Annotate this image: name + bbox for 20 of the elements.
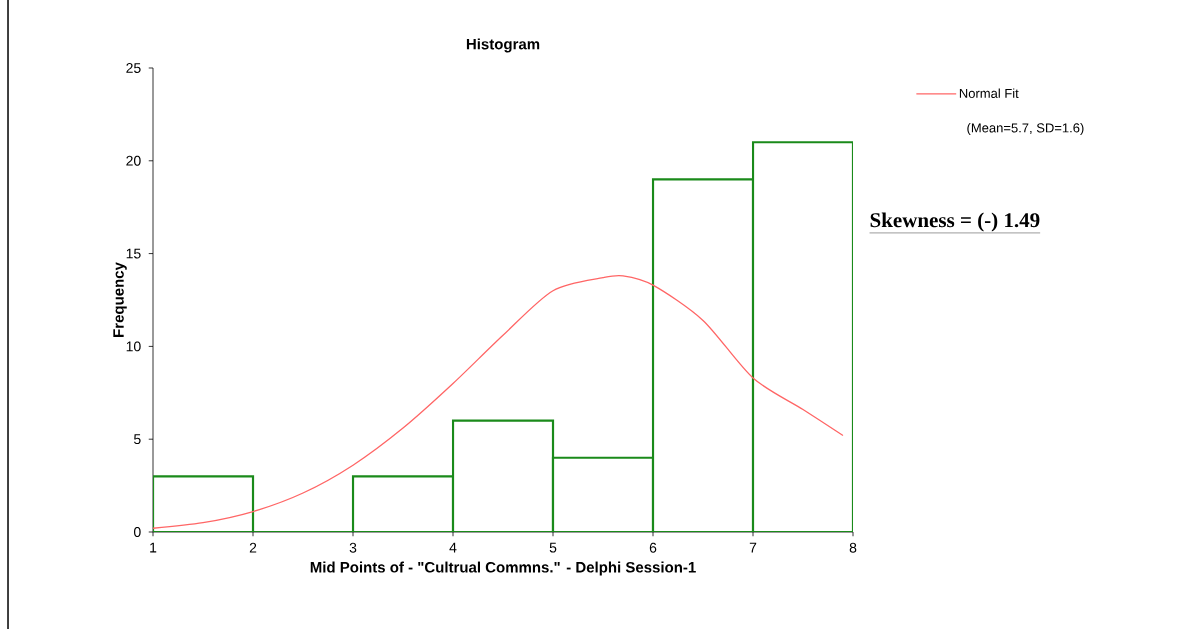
x-axis-title: Mid Points of - "Cultrual Commns." - Delphi Session-1 bbox=[310, 561, 696, 576]
x-tick-label: 1 bbox=[150, 542, 157, 553]
x-tick-label: 4 bbox=[449, 542, 457, 553]
chart-title: Histogram bbox=[466, 38, 540, 53]
x-tick-label: 7 bbox=[749, 542, 757, 553]
y-axis-title: Frequency bbox=[113, 262, 127, 337]
x-tick-label: 8 bbox=[849, 542, 857, 553]
y-tick-label: 0 bbox=[133, 527, 141, 537]
y-tick-label: 20 bbox=[126, 155, 141, 166]
y-tick-label: 5 bbox=[133, 434, 141, 445]
y-tick-label: 10 bbox=[126, 341, 141, 352]
y-tick-label: 15 bbox=[126, 248, 141, 259]
x-tick-label: 6 bbox=[649, 542, 657, 553]
text: Skewness = (-) 1.49 bbox=[870, 212, 1040, 232]
x-tick-label: 2 bbox=[249, 542, 257, 553]
y-tick-label: 25 bbox=[126, 63, 141, 73]
legend-label: Normal Fit bbox=[959, 88, 1019, 98]
x-tick-label: 3 bbox=[349, 542, 357, 553]
text: (Mean=5.7, SD=1.6) bbox=[967, 122, 1084, 136]
x-tick-label: 5 bbox=[549, 542, 557, 553]
